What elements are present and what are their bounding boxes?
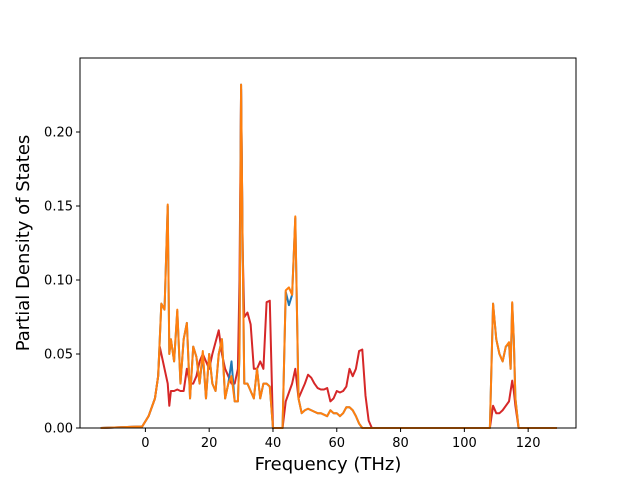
y-tick-label: 0.00 <box>44 422 73 437</box>
y-axis-label: Partial Density of States <box>13 135 34 352</box>
x-axis-label: Frequency (THz) <box>255 454 402 475</box>
x-tick-label: 60 <box>328 436 345 451</box>
y-tick-label: 0.10 <box>44 274 73 289</box>
x-tick-label: 20 <box>201 436 218 451</box>
plot-frame <box>79 57 577 429</box>
y-tick-label: 0.05 <box>44 348 73 363</box>
x-tick-label: 0 <box>141 436 149 451</box>
x-ticks: 0 20 40 60 80 100 120 <box>141 428 541 451</box>
y-ticks: 0.00 0.05 0.10 0.15 0.20 <box>44 126 80 437</box>
y-tick-label: 0.15 <box>44 200 73 215</box>
x-tick-label: 100 <box>452 436 477 451</box>
x-tick-label: 40 <box>265 436 282 451</box>
y-tick-label: 0.20 <box>44 126 73 141</box>
x-tick-label: 80 <box>392 436 409 451</box>
x-tick-label: 120 <box>516 436 541 451</box>
